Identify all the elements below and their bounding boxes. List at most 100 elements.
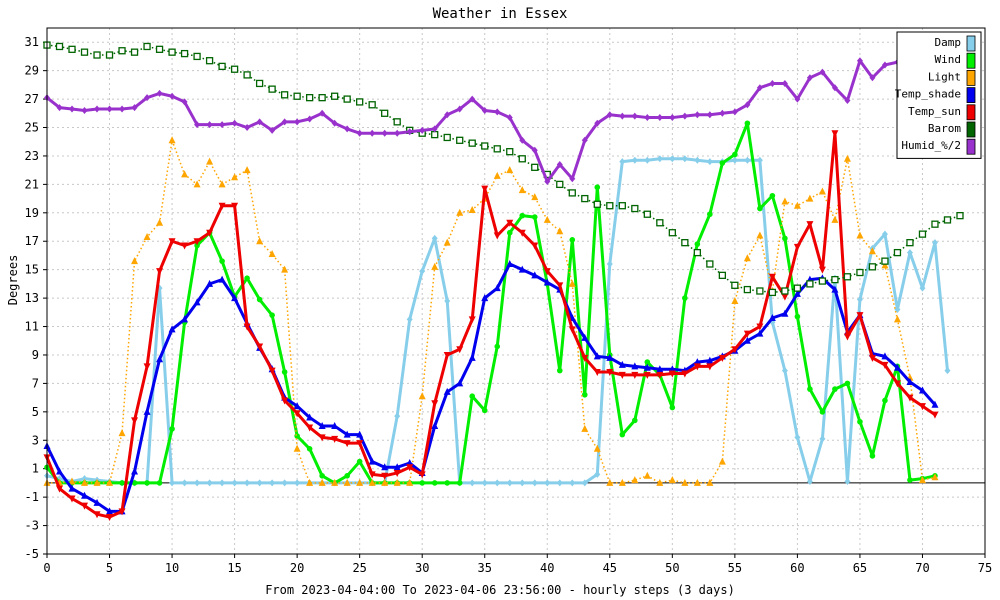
x-tick-label: 40 — [540, 561, 554, 575]
damp-point — [406, 315, 413, 323]
temp-shade-point — [456, 379, 464, 387]
humid-2-point — [106, 105, 113, 113]
temp-shade-point — [381, 463, 389, 471]
temp-sun-point — [681, 370, 689, 378]
temp-sun-point — [131, 417, 139, 425]
barom-point — [356, 98, 364, 106]
temp-sun-point — [81, 502, 89, 510]
temp-shade-point — [106, 507, 114, 515]
temp-shade-point — [518, 265, 526, 273]
light-point — [743, 254, 751, 262]
temp-sun-point — [93, 511, 101, 519]
barom-point — [893, 248, 902, 257]
damp-point — [756, 156, 763, 164]
damp-point — [906, 249, 913, 257]
temp-sun-point — [531, 242, 539, 250]
light-point — [293, 444, 301, 452]
humid-2-point — [819, 68, 826, 76]
wind-point — [832, 386, 838, 392]
wind-point — [619, 431, 626, 438]
temp-shade-point — [406, 459, 414, 467]
temp-sun-point — [143, 363, 151, 371]
humid-2-point — [719, 109, 726, 117]
light-point — [356, 478, 364, 486]
humid-2-point — [81, 106, 88, 114]
humid-2-point — [206, 121, 213, 129]
barom-point — [105, 51, 114, 59]
humid-2-point — [731, 108, 738, 116]
wind-point — [456, 480, 463, 486]
barom-point — [531, 163, 539, 171]
damp-point — [269, 479, 276, 487]
temp-shade-point — [443, 387, 451, 395]
wind-point — [194, 242, 200, 249]
humid-2-point — [94, 105, 101, 113]
light-point — [918, 476, 926, 484]
damp-point — [644, 156, 651, 164]
humid-2-point — [269, 126, 276, 134]
damp-point — [469, 479, 476, 487]
damp-point — [619, 158, 626, 166]
damp-point — [806, 477, 813, 485]
temp-sun-point — [581, 354, 589, 362]
y-tick-label: 13 — [25, 291, 39, 305]
legend-swatch-humid-2 — [966, 138, 976, 155]
barom-point — [243, 71, 251, 79]
wind-point — [794, 313, 801, 320]
barom-point — [155, 45, 164, 53]
wind-point — [569, 237, 576, 243]
damp-point — [606, 260, 613, 268]
temp-sun-point — [656, 371, 664, 379]
temp-sun-point — [631, 371, 639, 379]
temp-sun-point — [793, 243, 801, 251]
light-point — [256, 237, 264, 245]
temp-shade-point — [643, 363, 651, 371]
light-point — [243, 166, 251, 174]
barom-point — [643, 210, 651, 218]
barom-point — [568, 189, 576, 197]
wind-point — [556, 367, 563, 374]
barom-point — [931, 220, 939, 228]
barom-point — [668, 229, 676, 237]
barom-point — [881, 257, 889, 265]
humid-2-point — [256, 118, 263, 126]
light-point — [868, 247, 876, 255]
humid-2-point — [569, 175, 576, 183]
temp-sun-point — [381, 472, 389, 480]
temp-shade-point — [618, 360, 626, 368]
humid-2-point — [494, 108, 501, 116]
temp-sun-point — [618, 371, 626, 379]
temp-shade-point — [793, 289, 801, 297]
damp-point — [569, 479, 576, 487]
legend-swatch-wind — [966, 52, 976, 69]
temp-sun-point — [393, 469, 401, 477]
y-tick-label: 15 — [25, 263, 39, 277]
barom-point — [255, 79, 264, 88]
light-point — [543, 215, 551, 223]
light-point — [368, 478, 376, 486]
temp-shade-point — [781, 309, 789, 317]
light-point — [81, 478, 89, 486]
barom-point — [956, 212, 964, 220]
barom-point — [55, 42, 64, 51]
barom-point — [68, 45, 76, 53]
temp-sun-point — [843, 333, 851, 341]
x-tick-label: 30 — [415, 561, 429, 575]
temp-sun-point — [356, 440, 364, 448]
x-tick-label: 20 — [290, 561, 304, 575]
humid-2-point — [681, 112, 688, 120]
y-axis-label: Degrees — [6, 255, 20, 306]
temp-sun-point — [543, 268, 551, 276]
light-point — [618, 478, 626, 486]
humid-2-point — [744, 101, 751, 109]
tick-labels: 0 5 10 15 20 25 30 35 40 45 50 55 60 65 70 75-5-3-11357… — [25, 35, 993, 575]
x-tick-label: 10 — [165, 561, 179, 575]
light-point — [556, 227, 564, 235]
temp-sun-point — [768, 273, 776, 281]
light-point — [843, 154, 851, 162]
temp-sun-point — [118, 508, 126, 516]
humid-2-point — [306, 115, 313, 123]
temp-shade-point — [831, 285, 839, 293]
damp-point — [169, 479, 176, 487]
barom-point — [718, 271, 727, 280]
